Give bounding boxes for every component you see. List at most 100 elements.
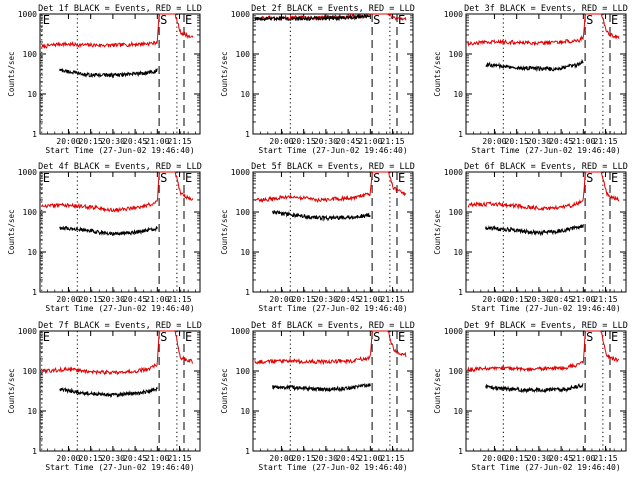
x-axis-label: Start Time (27-Jun-02 19:46:40) (258, 304, 407, 313)
series-events-line (59, 386, 158, 398)
x-tick-label: 20:30 (101, 137, 125, 146)
panel-det-9f: Det 9f BLACK = Events, RED = LLD 1 10 100 10… (433, 321, 628, 472)
y-axis-label: Counts/sec (7, 368, 16, 413)
panel-title: Det 1f BLACK = Events, RED = LLD (38, 4, 202, 14)
plot-frame (465, 330, 627, 452)
x-tick-label: 20:00 (482, 454, 506, 463)
y-axis-label: Counts/sec (220, 368, 229, 413)
series-events-line (59, 67, 158, 79)
x-tick-label: 21:00 (145, 454, 169, 463)
x-tick-label: 20:30 (527, 295, 551, 304)
y-tick-label: 1 (458, 447, 463, 456)
x-tick-label: 20:00 (56, 137, 80, 146)
y-axis-label: Counts/sec (7, 209, 16, 254)
x-tick-label: 21:00 (571, 295, 595, 304)
x-tick-label: 20:30 (527, 454, 551, 463)
plot-frame (39, 171, 201, 293)
y-axis-label: Counts/sec (220, 209, 229, 254)
marker-label: E (611, 171, 618, 185)
x-axis-label: Start Time (27-Jun-02 19:46:40) (45, 146, 194, 155)
y-tick-label: 1 (32, 288, 37, 297)
x-tick-label: 21:15 (381, 454, 405, 463)
x-tick-label: 20:15 (505, 295, 529, 304)
series-events-line (485, 383, 584, 394)
marker-label: S (586, 171, 593, 185)
panel-det-2f: Det 2f BLACK = Events, RED = LLD 1 10 100 10… (220, 4, 415, 155)
x-tick-label: 20:15 (292, 137, 316, 146)
x-tick-label: 21:00 (145, 137, 169, 146)
panel-title: Det 3f BLACK = Events, RED = LLD (464, 4, 628, 14)
marker-label: E (398, 13, 405, 27)
marker-label: E (611, 13, 618, 27)
series-lld-line (467, 330, 620, 373)
y-tick-label: 1 (32, 447, 37, 456)
x-tick-label: 21:15 (594, 137, 618, 146)
x-tick-label: 20:00 (269, 454, 293, 463)
x-tick-label: 21:00 (358, 454, 382, 463)
y-tick-label: 10 (453, 90, 463, 99)
marker-label: E (611, 330, 618, 344)
x-tick-label: 20:45 (549, 137, 573, 146)
x-tick-label: 21:15 (381, 295, 405, 304)
x-axis-label: Start Time (27-Jun-02 19:46:40) (45, 304, 194, 313)
marker-label: S (160, 13, 167, 27)
y-tick-label: 1 (245, 130, 250, 139)
series-events-line (59, 225, 158, 237)
series-events-line (485, 58, 584, 73)
x-tick-label: 20:30 (527, 137, 551, 146)
y-tick-label: 10 (240, 90, 250, 99)
series-lld-line (467, 171, 620, 212)
x-axis-label: Start Time (27-Jun-02 19:46:40) (45, 463, 194, 472)
panel-det-8f: Det 8f BLACK = Events, RED = LLD 1 10 100 10… (220, 321, 415, 472)
panel-title: Det 2f BLACK = Events, RED = LLD (251, 4, 415, 14)
x-tick-label: 20:00 (482, 137, 506, 146)
plot-frame (252, 171, 414, 293)
y-tick-label: 100 (23, 50, 38, 59)
y-tick-label: 1000 (231, 327, 250, 336)
panel-title: Det 4f BLACK = Events, RED = LLD (38, 162, 202, 172)
x-tick-label: 21:15 (168, 295, 192, 304)
x-tick-label: 20:45 (549, 454, 573, 463)
y-tick-label: 1 (245, 447, 250, 456)
x-tick-label: 20:15 (79, 454, 103, 463)
y-tick-label: 1000 (231, 10, 250, 19)
marker-label: E (398, 171, 405, 185)
y-tick-label: 100 (236, 367, 251, 376)
x-tick-label: 20:30 (101, 295, 125, 304)
x-tick-label: 20:15 (79, 295, 103, 304)
series-lld-line (41, 171, 194, 213)
panel-title: Det 7f BLACK = Events, RED = LLD (38, 321, 202, 331)
series-events-line (272, 209, 371, 222)
y-axis-label: Counts/sec (7, 51, 16, 96)
marker-label: S (160, 171, 167, 185)
y-axis-label: Counts/sec (433, 51, 442, 96)
series-lld-line (467, 13, 620, 47)
series-events-line (272, 383, 371, 393)
x-tick-label: 20:30 (314, 295, 338, 304)
panel-det-1f: Det 1f BLACK = Events, RED = LLD 1 10 100 10… (7, 4, 202, 155)
x-tick-label: 20:15 (79, 137, 103, 146)
marker-label: E (43, 13, 50, 27)
y-tick-label: 100 (449, 367, 464, 376)
panel-title: Det 8f BLACK = Events, RED = LLD (251, 321, 415, 331)
marker-label: S (373, 171, 380, 185)
marker-label: S (586, 13, 593, 27)
x-axis-label: Start Time (27-Jun-02 19:46:40) (258, 146, 407, 155)
x-tick-label: 21:15 (381, 137, 405, 146)
x-tick-label: 20:00 (56, 295, 80, 304)
x-tick-label: 20:15 (292, 454, 316, 463)
y-tick-label: 10 (240, 407, 250, 416)
panel-det-7f: Det 7f BLACK = Events, RED = LLD 1 10 100 10… (7, 321, 202, 472)
y-tick-label: 1000 (444, 168, 463, 177)
y-tick-label: 1 (458, 130, 463, 139)
x-axis-label: Start Time (27-Jun-02 19:46:40) (471, 146, 620, 155)
x-tick-label: 20:15 (505, 137, 529, 146)
plot-frame (252, 13, 414, 135)
x-tick-label: 20:30 (314, 137, 338, 146)
plot-frame (39, 330, 201, 452)
x-tick-label: 20:45 (549, 295, 573, 304)
y-tick-label: 100 (23, 208, 38, 217)
y-tick-label: 100 (23, 367, 38, 376)
x-tick-label: 20:00 (269, 295, 293, 304)
